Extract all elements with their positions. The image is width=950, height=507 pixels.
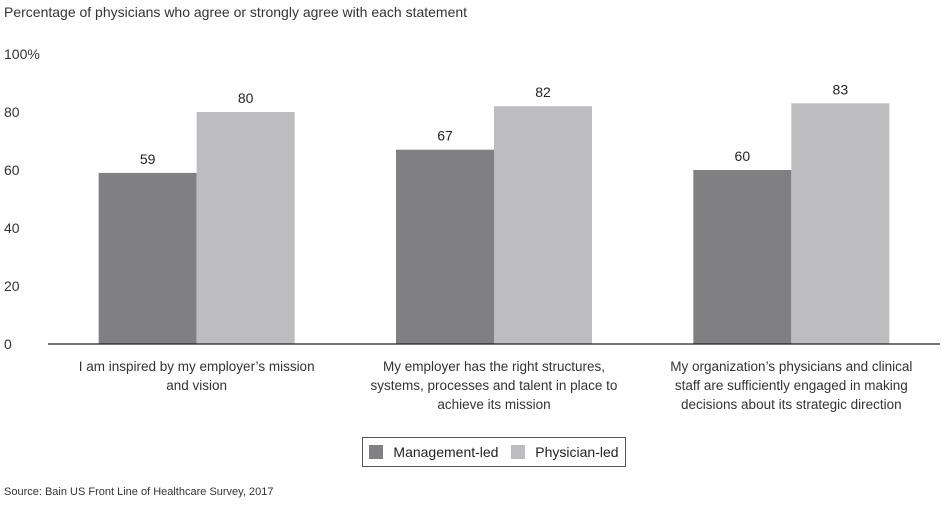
y-tick-label: 100% (4, 46, 40, 62)
legend: Management-led Physician-led (362, 437, 626, 467)
data-label: 59 (140, 151, 156, 167)
bar (791, 103, 890, 344)
bar (693, 170, 792, 344)
category-label: I am inspired by my employer’s mission (79, 359, 315, 374)
category-label: staff are sufficiently engaged in making (675, 378, 908, 393)
category-label: My organization’s physicians and clinica… (670, 359, 912, 374)
legend-swatch-physician (511, 445, 526, 459)
category-label: My employer has the right structures, (383, 359, 605, 374)
data-label: 80 (238, 90, 254, 106)
y-tick-label: 60 (4, 162, 20, 178)
y-tick-label: 80 (4, 104, 20, 120)
y-tick-label: 0 (4, 336, 12, 352)
legend-item-management: Management-led (369, 444, 498, 460)
data-label: 60 (735, 148, 751, 164)
legend-swatch-management (369, 445, 384, 459)
legend-label-management: Management-led (393, 444, 499, 460)
data-label: 83 (833, 81, 849, 97)
y-tick-label: 20 (4, 278, 20, 294)
legend-item-physician: Physician-led (511, 444, 619, 460)
bar-chart: 0 20 40 60 80 100% 59 80 I am inspired by my emp… (4, 46, 940, 412)
category-label: achieve its mission (437, 397, 550, 412)
bar (98, 172, 197, 344)
data-label: 67 (437, 128, 453, 144)
category-label: systems, processes and talent in place t… (371, 378, 618, 393)
source-note: Source: Bain US Front Line of Healthcare… (4, 486, 274, 498)
bar (196, 112, 295, 344)
bar (396, 149, 494, 344)
bar (494, 106, 592, 344)
data-label: 82 (535, 84, 551, 100)
category-label: decisions about its strategic direction (681, 397, 902, 412)
y-tick-label: 40 (4, 220, 20, 236)
chart-title: Percentage of physicians who agree or st… (4, 4, 468, 20)
legend-label-physician: Physician-led (535, 444, 619, 460)
category-label: and vision (166, 378, 227, 393)
